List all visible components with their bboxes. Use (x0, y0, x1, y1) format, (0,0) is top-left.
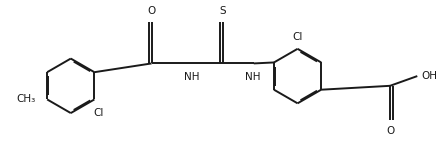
Text: O: O (386, 126, 394, 136)
Text: O: O (148, 6, 155, 16)
Text: OH: OH (421, 71, 437, 81)
Text: Cl: Cl (93, 108, 103, 118)
Text: NH: NH (245, 72, 261, 82)
Text: CH₃: CH₃ (16, 94, 35, 104)
Text: NH: NH (184, 72, 199, 82)
Text: S: S (219, 6, 226, 16)
Text: Cl: Cl (293, 32, 303, 42)
